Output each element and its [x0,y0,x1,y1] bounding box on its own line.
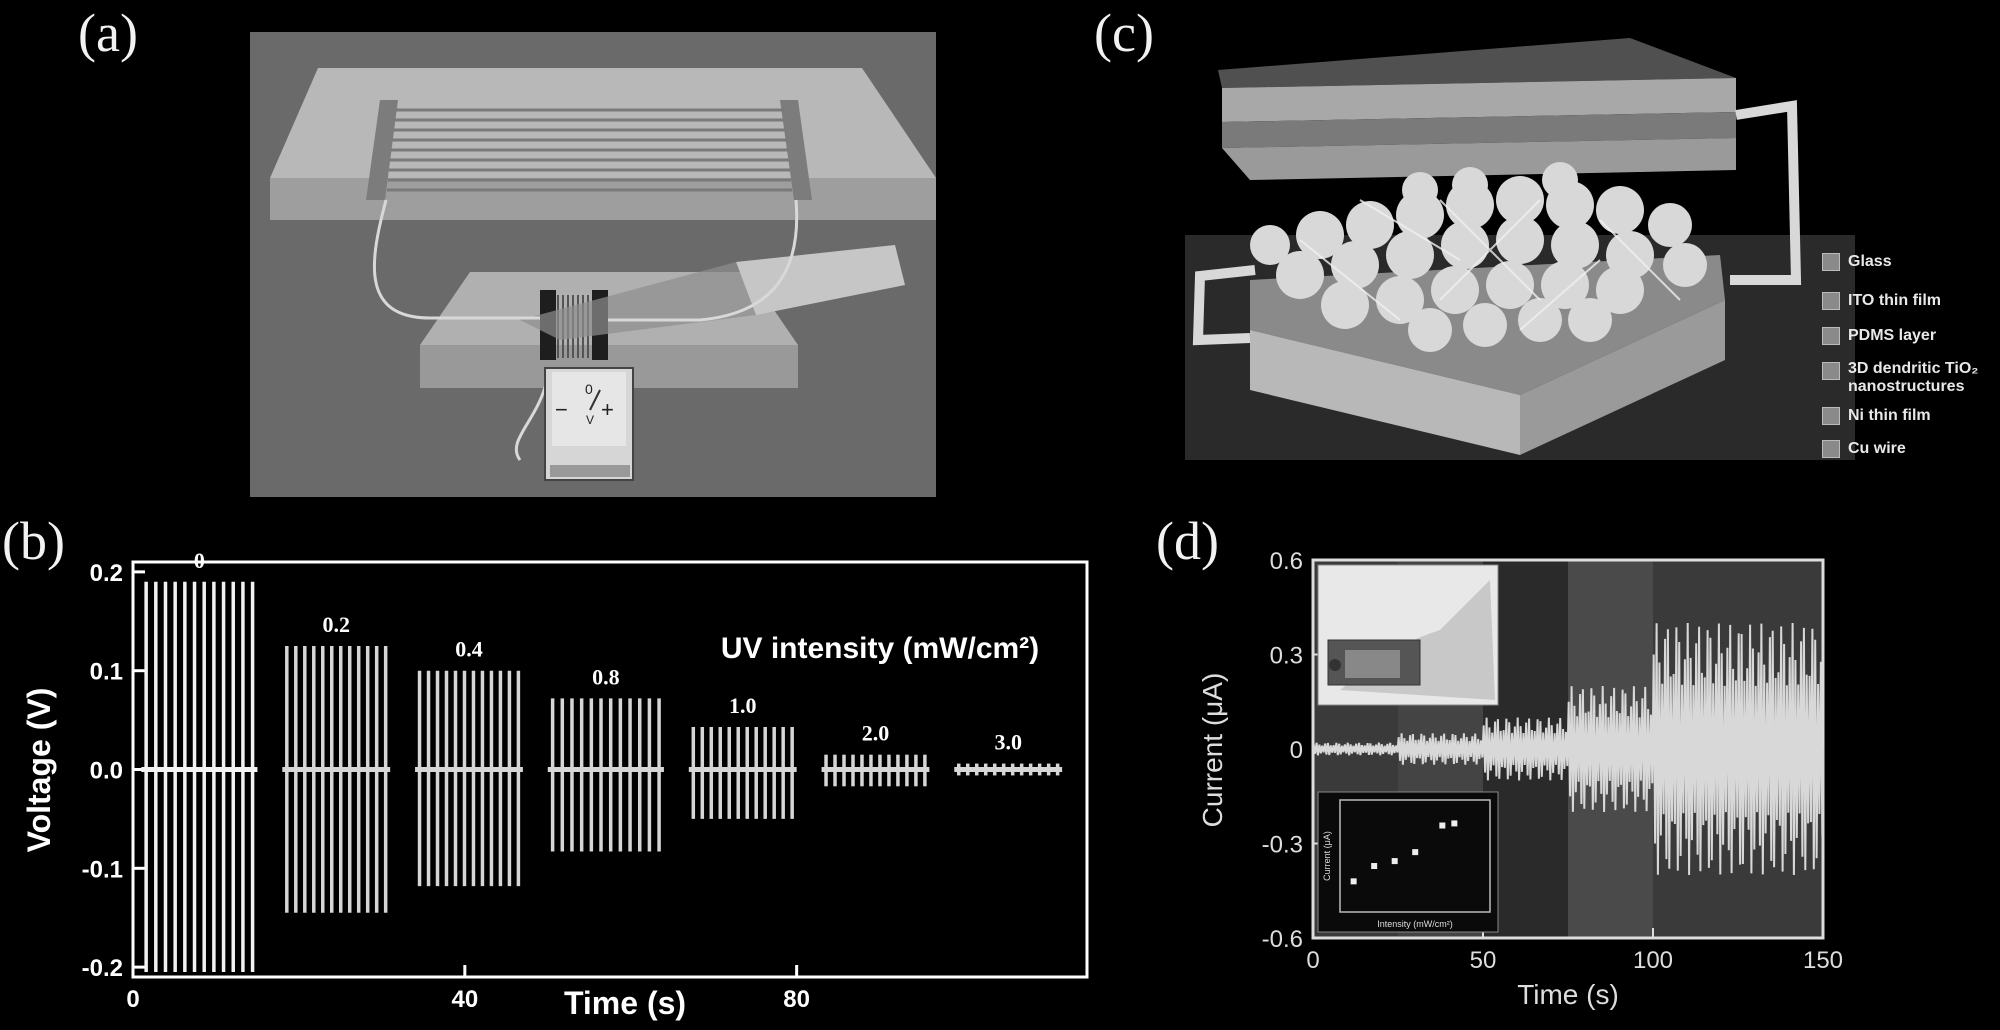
series-group [821,754,930,787]
top-plate-glass [1222,78,1736,122]
series-label: 2.0 [862,721,890,746]
legend-swatch-icon [1822,253,1840,271]
bottom-substrate-front [1250,330,1520,455]
cu-wire-left [1192,265,1256,346]
chart-b-series [141,581,1063,973]
x-tick-label: 40 [451,986,478,1013]
series-group [282,645,391,913]
y-tick-label: -0.2 [82,955,123,982]
current-trace [1312,622,1824,876]
legend-swatch-icon [1822,292,1840,310]
legend-item-ni: Ni thin film [1822,407,1931,425]
top-plate-pdms [1222,138,1736,180]
chart-d-scatter-inset: Intensity (mW/cm²) Current (μA) [1317,791,1499,933]
small-substrate-side [420,345,798,388]
x-tick-label: 0 [126,986,139,1013]
panel-c-label: (c) [1094,3,1154,63]
y-tick-label: 0.3 [1270,643,1303,670]
chart-d-signal [1312,622,1824,876]
series-label: 0.4 [455,637,483,662]
right-electrode-pad [780,100,812,200]
inset-point [1412,849,1419,856]
legend-swatch-icon [1822,407,1840,425]
legend-item-ito: ITO thin film [1822,292,1941,310]
series-group [415,670,523,887]
uv-lamp-body [736,245,905,315]
meter-plus: + [601,397,614,422]
wire-right [608,199,799,322]
chart-d-xlabel: Time (s) [1517,979,1619,1010]
series-group [954,763,1063,776]
series-label: 0 [194,548,205,573]
top-plate-ito [1222,112,1736,148]
chart-d-photo-inset [1317,564,1499,706]
panel-a-label: (a) [78,3,138,63]
chart-d-ylabel: Current (μA) [1197,673,1228,828]
x-tick-label: 150 [1803,947,1843,974]
inset-point [1391,858,1398,865]
meter-base [550,465,630,477]
legend-item-glass: Glass [1822,253,1892,271]
tio2-spikes [1299,199,1681,331]
chart-b-labels: 0 0.2 0.4 0.8 1.0 2.0 3.0 [194,548,1022,755]
meter-minus: − [555,397,568,422]
series-label: 3.0 [994,730,1022,755]
inset-point [1350,878,1357,885]
wire-left [373,199,540,320]
y-tick-label: -0.3 [1262,832,1303,859]
series-group [141,581,258,973]
legend-swatch-icon [1822,362,1840,380]
panel-b-label: (b) [2,511,65,571]
y-tick-label: 0.6 [1270,548,1303,575]
left-electrode-pad [366,100,398,200]
series-group [688,727,797,819]
chart-b-xlabel: Time (s) [564,985,686,1021]
x-tick-label: 0 [1306,947,1319,974]
y-tick-label: 0.0 [90,758,123,785]
inset-points [1350,820,1458,885]
chart-b-annotation: UV intensity (mW/cm²) [721,632,1039,665]
inset-point [1371,863,1378,870]
cu-wire-right [1730,100,1802,285]
meter-zero: 0 [585,381,593,397]
chart-d-ticks: 0.60.30-0.3-0.60 50 100 150 [1262,548,1843,974]
meter-v: V [586,413,594,427]
chart-b-ticks: 0.2 0.1 0.0 -0.1 -0.20 40 80 [82,560,810,1013]
tio2-dendrites [1250,162,1707,352]
inset-point [1451,820,1458,827]
bottom-substrate-side [1520,300,1725,455]
series-label: 0.2 [322,612,350,637]
legend-item-pdms: PDMS layer [1822,327,1936,345]
legend-swatch-icon [1822,327,1840,345]
x-tick-label: 80 [783,986,810,1013]
inset-xlabel: Intensity (mW/cm²) [1377,919,1453,929]
y-tick-label: 0.1 [90,659,123,686]
x-tick-label: 100 [1633,947,1673,974]
legend-swatch-icon [1822,440,1840,458]
chart-b-ylabel: Voltage (V) [21,688,57,853]
top-plate-top [1218,38,1736,88]
interdigitated-fingers [387,108,792,192]
legend-item-cu: Cu wire [1822,440,1906,458]
y-tick-label: 0 [1290,737,1303,764]
panel-d-label: (d) [1156,511,1219,571]
inset-ylabel: Current (μA) [1322,831,1332,881]
voltmeter-dial [552,372,626,446]
y-tick-label: -0.6 [1262,926,1303,953]
series-group [547,698,664,852]
y-tick-label: -0.1 [82,856,123,883]
series-label: 1.0 [729,693,757,718]
y-tick-label: 0.2 [90,560,123,587]
legend-item-tio2: 3D dendritic TiO₂ nanostructures [1822,360,1982,396]
inset-point [1439,822,1446,829]
series-label: 0.8 [592,664,620,689]
x-tick-label: 50 [1470,947,1497,974]
